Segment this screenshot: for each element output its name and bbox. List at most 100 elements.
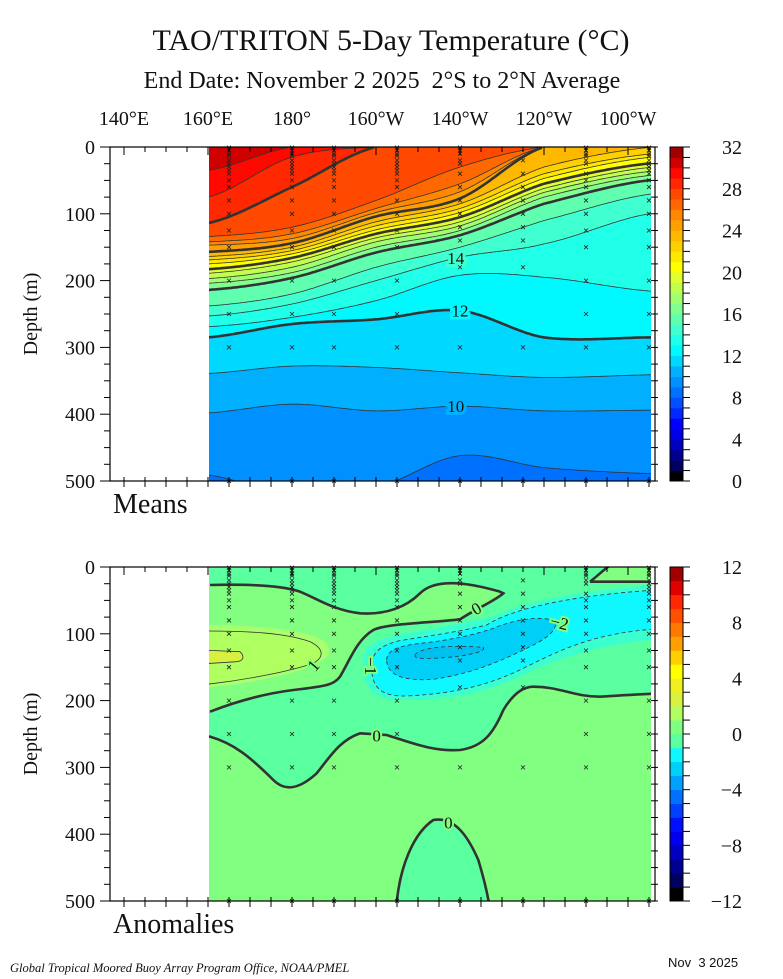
- colorbar-band: [670, 650, 683, 665]
- station-marker: [394, 578, 400, 583]
- colorbar-band: [670, 387, 683, 398]
- station-marker: [583, 578, 589, 583]
- contour-label: 12: [452, 302, 469, 321]
- station-marker: [289, 731, 295, 737]
- station-marker: [457, 658, 463, 663]
- colorbar-tick-label: 4: [732, 429, 742, 451]
- station-marker: [394, 765, 400, 770]
- station-marker: [289, 244, 295, 250]
- isotherm-line-16: [209, 178, 651, 292]
- station-marker: [394, 184, 400, 190]
- station-marker: [583, 158, 589, 163]
- isotherm-line-17: [209, 174, 651, 284]
- station-marker: [520, 184, 526, 190]
- colorbar-band: [670, 157, 683, 169]
- station-marker: [331, 161, 337, 166]
- station-marker: [583, 153, 589, 158]
- station-marker: [331, 664, 337, 670]
- station-marker: [457, 684, 463, 690]
- station-marker: [289, 578, 295, 583]
- isotherm-line-21: [209, 156, 651, 265]
- station-marker: [583, 345, 589, 350]
- colorbar-band: [670, 803, 683, 818]
- station-marker: [226, 664, 232, 670]
- band-positive-lower: [209, 686, 651, 901]
- station-marker: [646, 211, 652, 217]
- colorbar-tick-label: 0: [732, 471, 742, 493]
- station-marker: [289, 698, 295, 703]
- isotherm-line-14: [209, 213, 651, 317]
- colorbar-tick-label: −8: [721, 835, 742, 857]
- station-marker: [520, 618, 526, 623]
- station-marker: [289, 588, 295, 593]
- station-marker: [394, 581, 400, 586]
- station-marker: [646, 228, 652, 233]
- station-marker: [646, 244, 652, 250]
- station-marker: [457, 591, 463, 597]
- station-marker: [331, 618, 337, 623]
- station-marker: [226, 584, 232, 590]
- station-marker: [394, 168, 400, 173]
- station-marker: [394, 151, 400, 156]
- isotherm-line-20: [209, 161, 651, 271]
- isotherm-band-30: [209, 147, 651, 171]
- colorbar-tick-label: 0: [732, 724, 742, 746]
- contour-line-0: [210, 583, 503, 712]
- colorbar-band: [670, 167, 683, 179]
- station-marker: [457, 161, 463, 166]
- colorbar-band: [670, 678, 683, 693]
- band-negative-dome: [396, 819, 489, 901]
- station-marker: [520, 198, 526, 203]
- y-tick-label: 200: [65, 691, 95, 713]
- colorbar-band: [670, 747, 683, 763]
- station-marker: [331, 604, 337, 610]
- station-marker: [331, 345, 337, 350]
- station-marker: [457, 618, 463, 623]
- station-marker: [331, 578, 337, 583]
- colorbar-band: [670, 449, 683, 461]
- colorbar-band: [670, 887, 683, 902]
- station-marker: [289, 178, 295, 183]
- colorbar-band: [670, 240, 683, 252]
- isotherm-line-24: [209, 147, 543, 254]
- station-marker: [394, 211, 400, 217]
- colorbar-tick-label: 12: [722, 346, 742, 368]
- station-marker: [289, 228, 295, 233]
- station-marker: [583, 631, 589, 637]
- y-tick-label: 0: [85, 557, 95, 579]
- colorbar-band: [670, 261, 683, 273]
- station-marker: [583, 765, 589, 770]
- station-marker: [226, 573, 232, 578]
- station-marker: [646, 578, 652, 583]
- colorbar-band: [670, 608, 683, 623]
- station-marker: [289, 573, 295, 578]
- colorbar-band: [670, 230, 683, 242]
- isotherm-line-11: [209, 365, 651, 378]
- contour-label: 0: [372, 727, 381, 746]
- colorbar-band: [670, 580, 683, 596]
- station-marker: [646, 178, 652, 183]
- colorbar-band: [670, 199, 683, 210]
- station-marker: [289, 153, 295, 158]
- colorbar-tick-label: 8: [732, 613, 742, 635]
- footer-date: Nov 3 2025: [668, 955, 738, 970]
- means-contour-fills: [209, 147, 651, 481]
- station-marker: [457, 345, 463, 350]
- colorbar-tick-label: 16: [722, 304, 742, 326]
- station-marker: [331, 278, 337, 283]
- station-marker: [457, 224, 463, 230]
- isotherm-line-12: [209, 308, 651, 341]
- station-marker: [646, 278, 652, 283]
- station-marker: [646, 618, 652, 623]
- colorbar-band: [670, 178, 683, 190]
- station-marker: [457, 211, 463, 217]
- colorbar-tick-label: 12: [722, 557, 742, 579]
- isotherm-line-10: [209, 403, 651, 414]
- station-marker: [331, 211, 337, 217]
- contour-line-minus-3: [415, 646, 484, 658]
- y-tick-label: 500: [65, 471, 95, 493]
- isotherm-line-26: [209, 147, 542, 243]
- station-marker: [331, 698, 337, 703]
- station-marker: [394, 588, 400, 593]
- contour-line-1: [200, 631, 321, 685]
